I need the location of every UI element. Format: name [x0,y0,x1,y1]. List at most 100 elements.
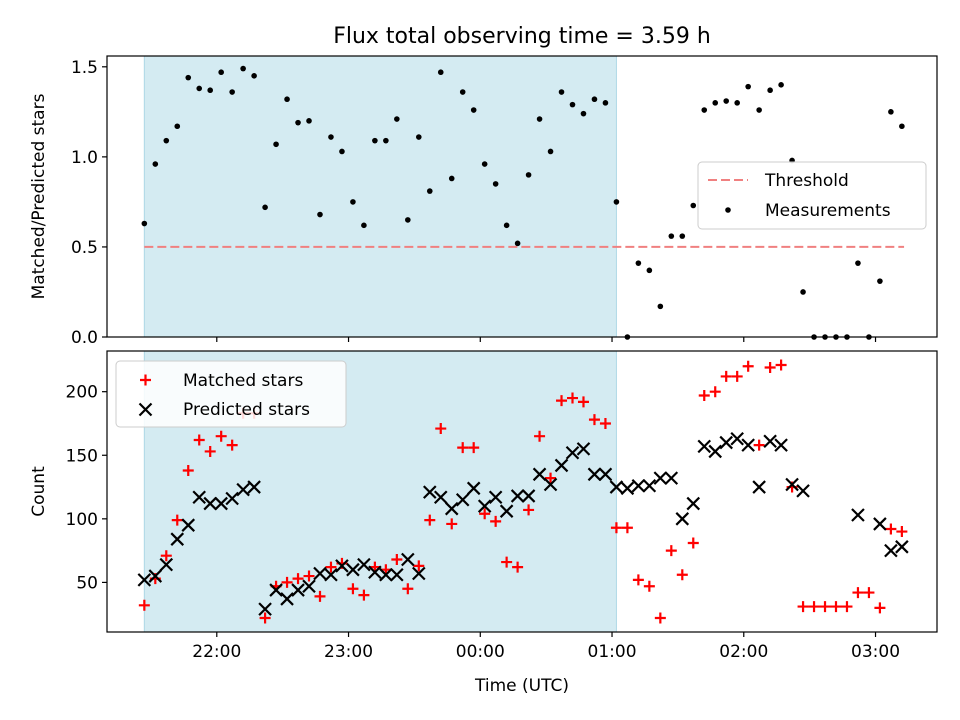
predicted-star-point [686,496,701,511]
matched-star-point [665,545,677,557]
matched-star-point [841,601,853,613]
x-axis-label: Time (UTC) [474,676,569,696]
measurement-point [459,89,466,95]
predicted-star-point [543,477,558,492]
matched-star-point [501,556,513,568]
y-tick-label: 100 [66,510,98,530]
measurement-point [415,134,422,140]
matched-star-point [567,392,579,404]
y-tick-label: 0.0 [71,328,98,348]
predicted-star-point [236,482,250,497]
matched-star-point [709,386,721,398]
matched-star-point [523,504,535,516]
predicted-star-point [895,540,909,554]
predicted-star-point [774,438,788,452]
measurement-point [207,87,214,94]
x-tick-label: 01:00 [588,642,637,662]
x-tick-label: 03:00 [851,642,900,662]
predicted-star-point [214,496,228,511]
measurement-point [394,116,400,122]
axes-frame [106,350,938,633]
matched-star-point [160,550,172,562]
predicted-star-point [642,479,657,493]
top-legend: Threshold Measurements [697,161,927,230]
measurement-point [767,87,773,94]
predicted-star-point [280,592,294,606]
series-x-group [137,431,909,616]
measurement-point [196,85,203,92]
matched-star-point [303,570,315,582]
measurement-point [339,148,345,155]
predicted-star-point [181,518,196,532]
matched-star-point [226,439,238,451]
measurement-point [240,65,246,72]
predicted-star-point [379,568,393,582]
predicted-star-point [785,477,799,492]
y-tick-label: 200 [66,383,98,403]
measurement-point [723,98,730,104]
matched-star-point [896,526,908,538]
predicted-star-point [587,467,602,482]
measurement-point [855,260,861,266]
matched-star-point [424,514,436,526]
measurement-point [295,119,301,126]
measurement-point [569,101,576,108]
y-tick-label: 50 [76,573,98,593]
predicted-star-point [873,517,887,531]
measurement-point [448,175,455,182]
matched-star-point [435,423,447,435]
matched-star-point [764,362,776,374]
predicted-star-point [401,552,415,567]
matched-star-point [588,414,600,426]
predicted-star-point [664,471,679,485]
measurement-point [470,107,477,113]
predicted-star-point [477,499,492,513]
measurement-point [492,181,499,187]
predicted-star-point [510,489,525,503]
predicted-star-point [346,562,360,577]
predicted-star-point [598,467,613,482]
measurement-point [701,107,708,113]
y-axis-label: Matched/Predicted stars [29,93,49,299]
measurement-point [163,137,170,144]
measurement-point [141,220,148,227]
predicted-star-point [466,481,481,496]
matched-star-point [885,523,897,535]
predicted-star-point [433,490,448,504]
matched-star-point [204,445,216,457]
predicted-star-point [796,484,810,498]
matched-star-point [874,602,886,614]
matched-star-point [621,522,633,534]
measurement-point [668,233,675,239]
measurement-point [383,137,389,144]
measurement-point [284,96,290,103]
predicted-star-point [390,568,404,582]
measurement-point [602,100,609,106]
measurement-point [778,82,784,88]
measurement-point [174,123,181,130]
predicted-star-point [609,480,624,494]
measurement-point [405,217,411,223]
matched-star-point [819,601,831,613]
measurement-point [580,110,587,117]
measurement-point [350,199,356,205]
y-tick-label: 0.5 [71,238,98,258]
matched-star-point [556,395,568,407]
matched-star-point [731,370,743,382]
predicted-star-point [697,439,712,454]
axes-frame [106,55,938,338]
matched-star-point [490,515,502,527]
predicted-star-point [203,496,217,511]
measurement-point [888,109,894,115]
matched-star-point [138,599,150,611]
predicted-star-point [335,559,349,573]
matched-star-point [545,472,557,484]
bottom-panel: 50 100 150 200 22:00 23:00 00:00 01:00 02:00 03:0… [29,350,938,696]
matched-star-point [193,434,205,446]
measurement-point [437,69,444,76]
predicted-star-point [313,566,327,581]
matched-star-point [742,360,754,372]
measurement-point [712,100,719,106]
measurement-point [613,199,620,205]
